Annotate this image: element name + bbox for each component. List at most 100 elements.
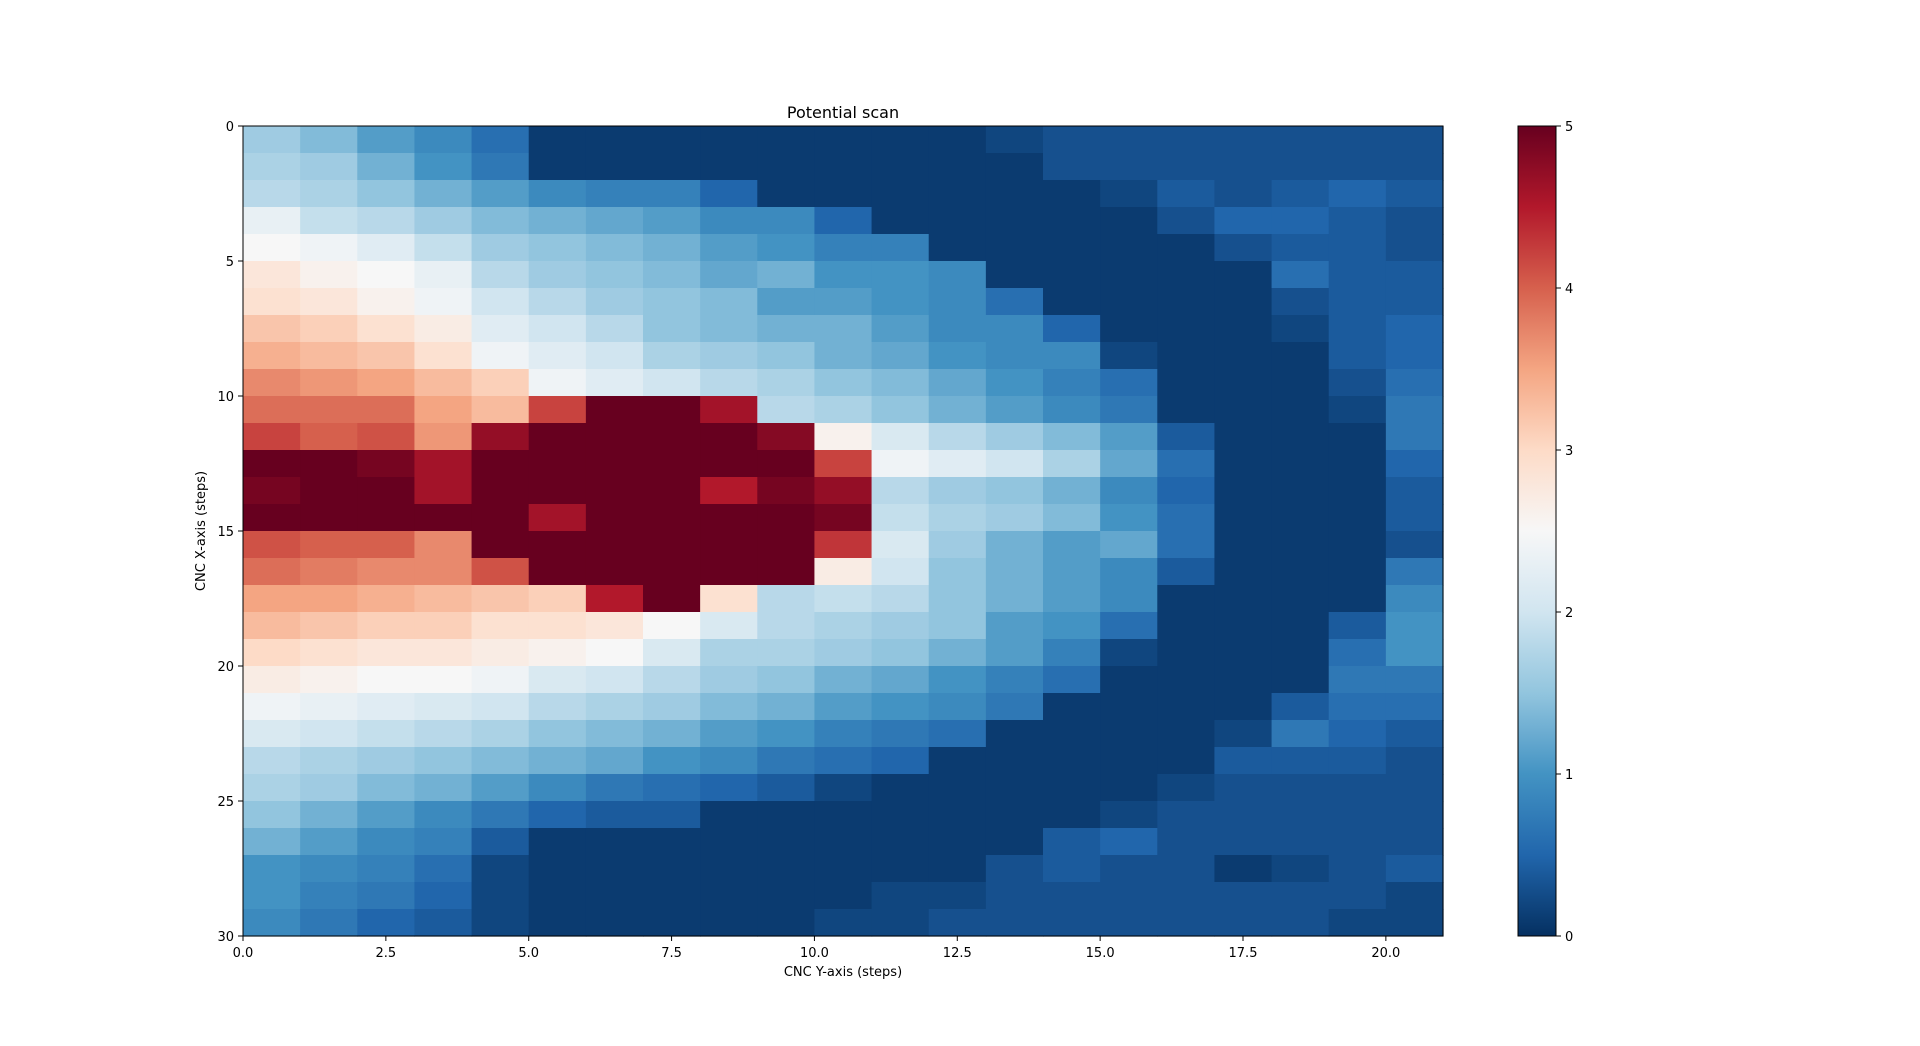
heatmap-cell <box>928 693 987 721</box>
heatmap-cell <box>985 558 1044 586</box>
heatmap-cell <box>814 747 873 775</box>
heatmap-cell <box>1271 342 1330 370</box>
heatmap-cell <box>1100 450 1158 478</box>
heatmap-cell <box>243 774 301 802</box>
colorbar-ticks: 0 1 2 3 4 5 <box>1556 120 1573 945</box>
heatmap-cell <box>1214 342 1273 370</box>
heatmap-cell <box>357 126 416 154</box>
heatmap-cell <box>871 288 930 316</box>
heatmap-cell <box>1157 882 1216 910</box>
heatmap-cell <box>1043 126 1101 154</box>
heatmap-cell <box>643 531 701 559</box>
heatmap-cell <box>357 315 416 343</box>
heatmap-cell <box>1328 693 1387 721</box>
heatmap-cell <box>471 639 530 667</box>
heatmap-cell <box>585 477 644 505</box>
heatmap-cell <box>757 423 816 451</box>
heatmap-cell <box>928 666 987 694</box>
x-tick-label: 15.0 <box>1086 946 1115 961</box>
heatmap-cell <box>1100 909 1158 937</box>
heatmap-cell <box>1157 612 1216 640</box>
colorbar-tick-label: 1 <box>1565 768 1573 783</box>
heatmap-cell <box>757 720 816 748</box>
heatmap-cell <box>643 369 701 397</box>
heatmap-cell <box>414 801 473 829</box>
heatmap-cell <box>1385 666 1444 694</box>
heatmap-cell <box>700 666 758 694</box>
heatmap-cell <box>1100 504 1158 532</box>
heatmap-cell <box>1043 666 1101 694</box>
heatmap-cell <box>585 909 644 937</box>
heatmap-cell <box>1328 450 1387 478</box>
heatmap-cell <box>1157 153 1216 181</box>
heatmap-cell <box>643 747 701 775</box>
heatmap-cell <box>585 342 644 370</box>
heatmap-cell <box>243 828 301 856</box>
heatmap-cell <box>1328 531 1387 559</box>
heatmap-cell <box>414 720 473 748</box>
heatmap-cell <box>357 693 416 721</box>
heatmap-cell <box>471 612 530 640</box>
heatmap-cell <box>1214 261 1273 289</box>
heatmap-cell <box>700 234 758 262</box>
heatmap-cell <box>1385 261 1444 289</box>
heatmap-cell <box>1385 693 1444 721</box>
heatmap-cell <box>414 774 473 802</box>
heatmap-cell <box>1385 585 1444 613</box>
heatmap-cell <box>585 153 644 181</box>
heatmap-cell <box>1043 234 1101 262</box>
heatmap-cell <box>985 423 1044 451</box>
heatmap-cell <box>585 396 644 424</box>
heatmap-cell <box>871 423 930 451</box>
heatmap-cell <box>471 909 530 937</box>
heatmap-cell <box>1271 612 1330 640</box>
heatmap-cell <box>757 774 816 802</box>
heatmap-cell <box>414 396 473 424</box>
heatmap-cell <box>871 720 930 748</box>
heatmap-cell <box>1043 882 1101 910</box>
heatmap-cell <box>1100 288 1158 316</box>
heatmap-cell <box>1328 342 1387 370</box>
heatmap-cell <box>1214 639 1273 667</box>
heatmap-cell <box>1328 180 1387 208</box>
heatmap-cell <box>1328 288 1387 316</box>
heatmap-cell <box>243 369 301 397</box>
heatmap-cell <box>414 612 473 640</box>
heatmap-cell <box>757 558 816 586</box>
heatmap-cell <box>985 720 1044 748</box>
heatmap-cell <box>814 612 873 640</box>
heatmap-cell <box>700 450 758 478</box>
heatmap-cell <box>357 369 416 397</box>
heatmap-cell <box>643 207 701 235</box>
heatmap-cell <box>1100 207 1158 235</box>
heatmap-cell <box>528 747 587 775</box>
y-axis-ticks: 0 5 10 15 20 25 30 <box>217 120 243 945</box>
heatmap-cell <box>985 693 1044 721</box>
heatmap-cell <box>414 450 473 478</box>
heatmap-cell <box>985 747 1044 775</box>
heatmap-cell <box>700 909 758 937</box>
heatmap-cell <box>700 855 758 883</box>
heatmap-cell <box>1214 126 1273 154</box>
heatmap-cell <box>414 180 473 208</box>
heatmap-cell <box>471 369 530 397</box>
heatmap-cell <box>1271 396 1330 424</box>
heatmap-cell <box>300 774 358 802</box>
heatmap-cell <box>1271 126 1330 154</box>
heatmap-cell <box>757 666 816 694</box>
heatmap-cell <box>528 693 587 721</box>
heatmap-cell <box>1214 504 1273 532</box>
heatmap-cell <box>1385 126 1444 154</box>
heatmap-cell <box>1100 342 1158 370</box>
heatmap-cell <box>1271 558 1330 586</box>
heatmap-cell <box>757 261 816 289</box>
heatmap-cell <box>1328 909 1387 937</box>
heatmap-cell <box>700 207 758 235</box>
heatmap-cell <box>1043 693 1101 721</box>
heatmap-cell <box>357 153 416 181</box>
heatmap-cell <box>585 774 644 802</box>
heatmap-cell <box>928 423 987 451</box>
heatmap-cell <box>471 261 530 289</box>
heatmap-cell <box>700 639 758 667</box>
